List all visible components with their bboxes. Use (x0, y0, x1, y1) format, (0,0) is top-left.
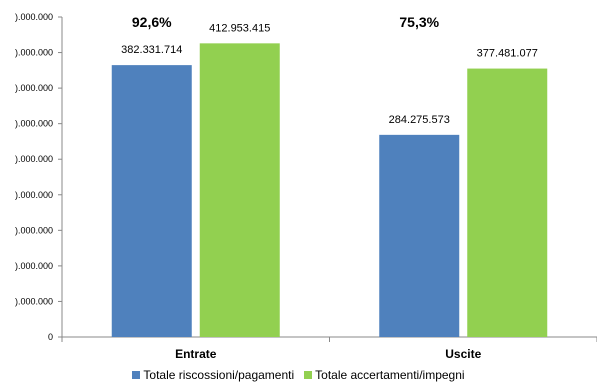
bar-uscite-1 (467, 68, 548, 337)
x-category-label: Uscite (445, 347, 481, 361)
y-tick-label: ).000.000 (15, 296, 53, 306)
y-tick-label: ).000.000 (15, 261, 53, 271)
legend-item-accertamenti: Totale accertamenti/impegni (304, 367, 465, 383)
legend-swatch-accertamenti (304, 371, 313, 379)
data-label: 412.953.415 (209, 22, 270, 34)
y-tick-label: ).000.000 (15, 119, 53, 129)
y-tick-label: ).000.000 (15, 48, 53, 58)
chart-legend: Totale riscossioni/pagamenti Totale acce… (0, 367, 597, 383)
y-tick-label: ).000.000 (15, 154, 53, 164)
legend-item-riscossioni: Totale riscossioni/pagamenti (132, 367, 294, 383)
percentage-label: 75,3% (399, 14, 439, 30)
bar-entrate-0 (111, 65, 192, 338)
legend-label-accertamenti: Totale accertamenti/impegni (315, 368, 465, 382)
data-label: 377.481.077 (477, 48, 538, 60)
x-category-label: Entrate (175, 347, 217, 361)
y-tick-label: ).000.000 (15, 225, 53, 235)
data-label: 284.275.573 (389, 114, 450, 126)
y-tick-label: 0 (48, 332, 53, 342)
legend-label-riscossioni: Totale riscossioni/pagamenti (143, 368, 295, 382)
data-label: 382.331.714 (121, 44, 182, 56)
y-tick-label: ).000.000 (15, 83, 53, 93)
bar-entrate-1 (199, 43, 280, 337)
percentage-label: 92,6% (132, 14, 172, 30)
y-tick-label: ).000.000 (15, 12, 53, 22)
y-tick-label: ).000.000 (15, 190, 53, 200)
legend-swatch-riscossioni (132, 371, 141, 379)
bar-uscite-0 (379, 134, 460, 337)
